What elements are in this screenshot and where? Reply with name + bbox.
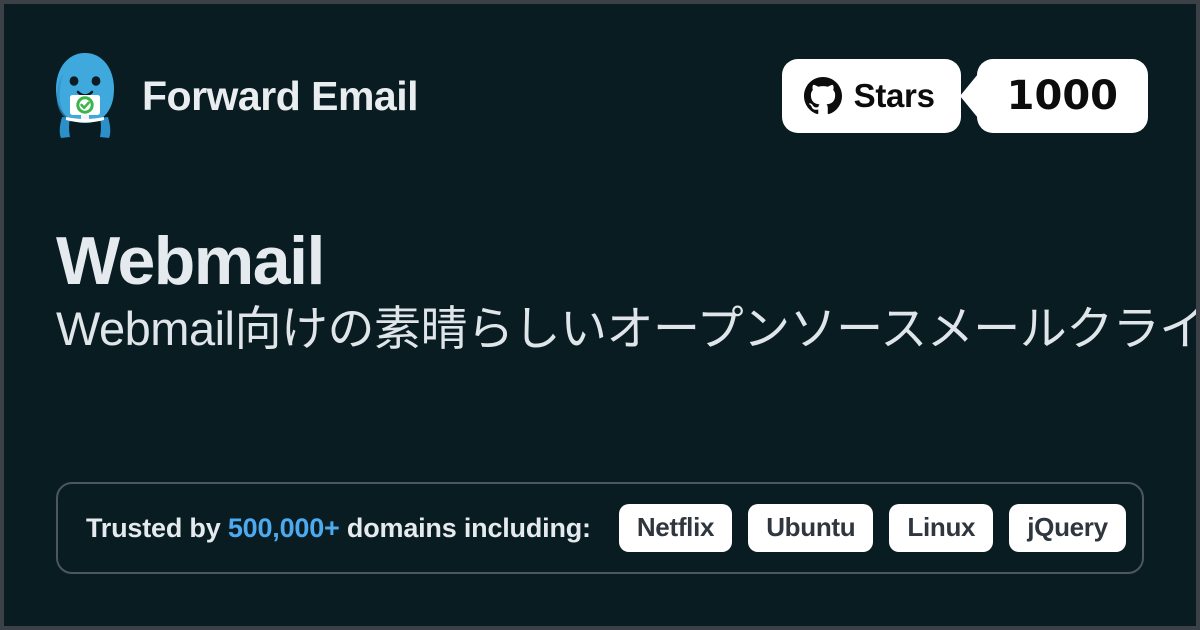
trusted-by-bar: Trusted by 500,000+ domains including: N… bbox=[56, 482, 1144, 574]
brand-chip-netflix[interactable]: Netflix bbox=[618, 504, 733, 552]
github-stars-label: Stars bbox=[853, 77, 935, 114]
brand-lockup[interactable]: Forward Email bbox=[52, 51, 419, 141]
brand-name: Forward Email bbox=[142, 72, 419, 119]
trusted-by-prefix: Trusted by bbox=[86, 512, 228, 543]
trusted-brand-chip-list: Netflix Ubuntu Linux jQuery bbox=[618, 504, 1126, 552]
github-octocat-icon bbox=[803, 77, 842, 115]
trusted-by-text: Trusted by 500,000+ domains including: bbox=[86, 513, 591, 544]
github-stars-badge[interactable]: Stars 1000 bbox=[781, 59, 1148, 133]
page-subtitle: Webmail向けの素晴らしいオープンソースメールクライアント5選のレビューと比… bbox=[56, 302, 1200, 356]
trusted-by-count: 500,000+ bbox=[227, 512, 340, 543]
brand-chip-jquery[interactable]: jQuery bbox=[1009, 504, 1126, 552]
github-stars-pill[interactable]: Stars bbox=[781, 59, 961, 133]
forward-email-mascot-icon bbox=[56, 53, 114, 138]
github-stars-count-bubble[interactable]: 1000 bbox=[976, 59, 1148, 133]
page-title: Webmail bbox=[56, 223, 325, 299]
github-stars-count: 1000 bbox=[1006, 73, 1118, 119]
brand-chip-ubuntu[interactable]: Ubuntu bbox=[748, 504, 874, 552]
header: Forward Email Stars 1000 bbox=[52, 46, 1148, 146]
trusted-by-suffix: domains including: bbox=[339, 512, 591, 543]
brand-chip-linux[interactable]: Linux bbox=[889, 504, 994, 552]
main-content: Webmail Webmail向けの素晴らしいオープンソースメールクライアント5… bbox=[56, 223, 1200, 356]
